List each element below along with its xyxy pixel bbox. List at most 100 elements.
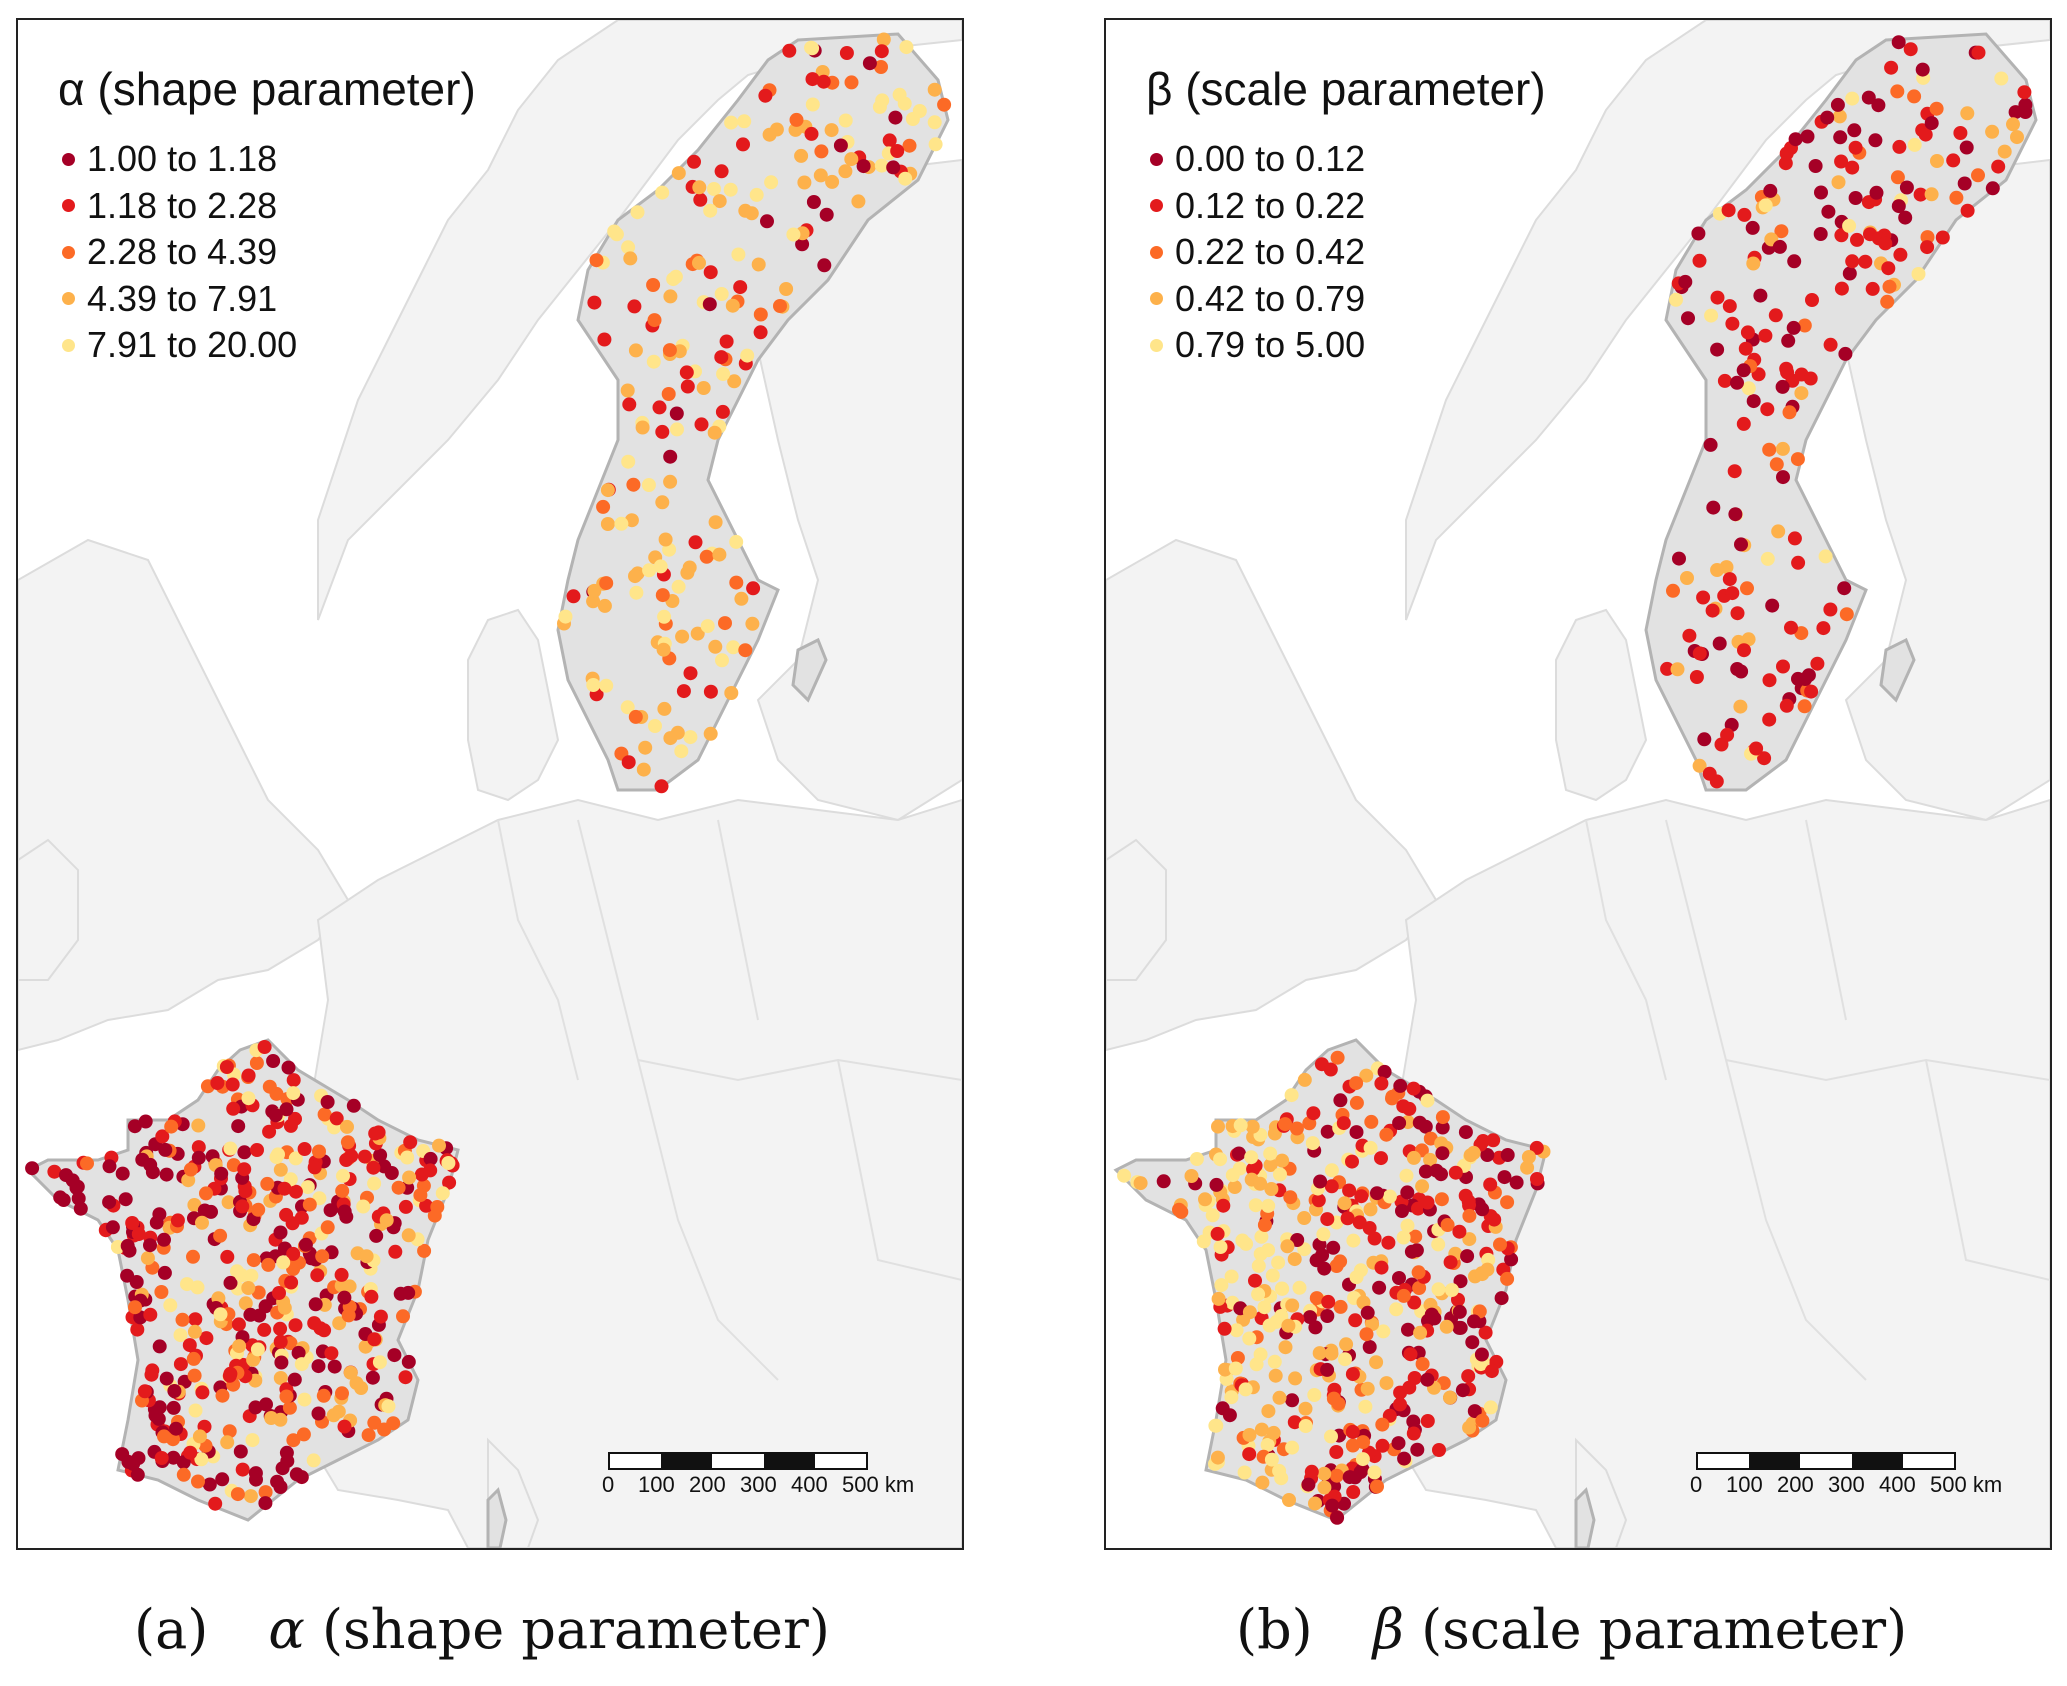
station-point: [1830, 97, 1845, 112]
legend: β (scale parameter) 0.00 to 0.12 0.12 to…: [1146, 62, 1546, 369]
station-point: [297, 1392, 312, 1407]
station-point: [687, 154, 701, 169]
station-point: [1362, 1340, 1377, 1354]
station-point: [1692, 253, 1707, 268]
station-point: [1994, 71, 2009, 86]
scale-tick-label: 500 km: [1930, 1472, 2003, 1497]
station-point: [620, 700, 635, 715]
station-point: [1369, 1355, 1384, 1370]
station-point: [1345, 1154, 1359, 1169]
station-point: [1838, 346, 1853, 361]
station-point: [1845, 160, 1860, 175]
station-point: [773, 299, 787, 313]
station-point: [1326, 1240, 1341, 1255]
station-point: [779, 282, 794, 296]
station-point: [1339, 1337, 1354, 1352]
station-point: [1960, 106, 1975, 121]
station-point: [1309, 1291, 1324, 1306]
station-point: [1530, 1172, 1544, 1186]
station-point: [1313, 1174, 1328, 1189]
station-point: [2018, 97, 2033, 112]
station-point: [874, 60, 888, 74]
station-point: [357, 1149, 372, 1164]
station-point: [274, 1355, 289, 1370]
station-point: [1497, 1170, 1512, 1185]
station-point: [804, 40, 819, 55]
station-point: [1771, 524, 1786, 539]
station-point: [373, 1148, 388, 1163]
station-point: [401, 1228, 416, 1243]
station-point: [1763, 183, 1778, 198]
station-point: [647, 313, 662, 328]
station-point: [805, 72, 820, 87]
station-point: [888, 110, 903, 125]
station-point: [817, 258, 832, 273]
station-point: [1280, 1239, 1295, 1254]
station-point: [745, 616, 760, 631]
station-point: [1918, 127, 1933, 142]
station-point: [311, 1359, 326, 1374]
station-point: [249, 1056, 264, 1070]
station-point: [1415, 1179, 1430, 1194]
station-point: [1703, 437, 1718, 452]
station-point: [658, 532, 673, 547]
scale-tick-label: 200: [1777, 1472, 1814, 1497]
station-point: [692, 255, 706, 270]
station-point: [1758, 328, 1773, 343]
station-point: [1214, 1278, 1229, 1293]
station-point: [1392, 1271, 1406, 1285]
station-point: [844, 75, 859, 90]
scale-seg: [1800, 1454, 1852, 1468]
station-point: [1475, 1202, 1490, 1217]
station-point: [1871, 98, 1886, 113]
station-point: [760, 214, 774, 229]
legend-label: 7.91 to 20.00: [87, 324, 298, 366]
station-point: [1210, 1450, 1225, 1465]
station-point: [1420, 1195, 1435, 1210]
station-point: [264, 1411, 279, 1425]
station-point: [1903, 42, 1918, 57]
station-point: [223, 1275, 238, 1290]
station-point: [1672, 551, 1686, 566]
station-point: [622, 397, 637, 412]
station-point: [324, 1346, 339, 1361]
station-point: [587, 295, 602, 310]
legend-label: 0.22 to 0.42: [1175, 231, 1366, 273]
station-point: [1682, 628, 1697, 643]
station-point: [283, 1118, 298, 1133]
station-point: [1741, 381, 1756, 396]
station-point: [1304, 1464, 1319, 1479]
station-point: [1360, 1305, 1375, 1320]
station-point: [1850, 232, 1864, 247]
station-point: [238, 1184, 253, 1199]
station-point: [1330, 1050, 1345, 1065]
station-point: [1913, 187, 1928, 202]
station-point: [1775, 441, 1790, 456]
station-point: [188, 1312, 203, 1327]
station-point: [1249, 1357, 1264, 1372]
station-point: [1782, 405, 1797, 420]
station-point: [795, 237, 810, 252]
station-point: [671, 166, 686, 181]
station-point: [1275, 1153, 1290, 1168]
station-point: [1808, 159, 1823, 173]
station-point: [1303, 1310, 1317, 1325]
station-point: [1500, 1195, 1515, 1210]
scale-seg: [712, 1454, 764, 1468]
station-point: [329, 1111, 344, 1126]
station-point: [656, 642, 671, 657]
station-point: [1404, 1244, 1419, 1259]
station-point: [1832, 109, 1847, 124]
station-point: [1504, 1252, 1519, 1267]
legend-label: 2.28 to 4.39: [87, 231, 278, 273]
station-point: [703, 684, 718, 699]
country-borders: [497, 819, 962, 1381]
station-point: [762, 127, 777, 142]
station-point: [1460, 1249, 1475, 1264]
station-point: [1406, 1150, 1421, 1165]
station-point: [1393, 1385, 1408, 1400]
scale-bar-segments: [608, 1452, 868, 1470]
station-point: [1382, 1189, 1397, 1204]
station-point: [1710, 563, 1725, 577]
station-point: [738, 643, 753, 658]
